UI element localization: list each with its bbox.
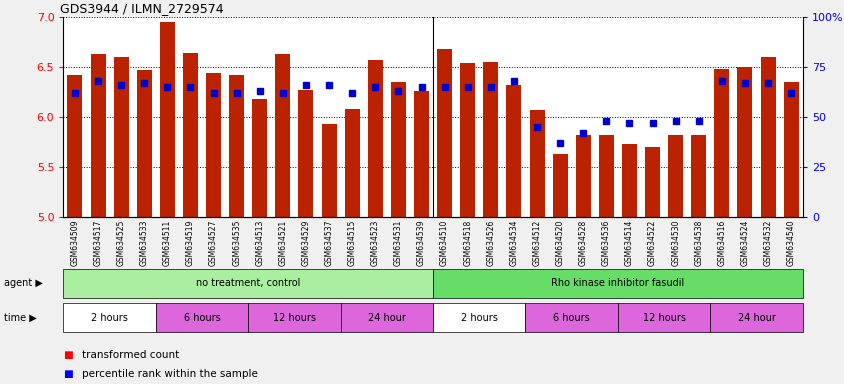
Bar bbox=[483, 62, 498, 217]
Bar bbox=[621, 144, 636, 217]
Text: agent ▶: agent ▶ bbox=[4, 278, 43, 288]
Bar bbox=[90, 54, 106, 217]
Text: ■: ■ bbox=[63, 369, 73, 379]
Bar bbox=[183, 53, 197, 217]
Bar bbox=[68, 75, 83, 217]
Bar bbox=[782, 82, 798, 217]
Bar bbox=[367, 60, 382, 217]
Text: Rho kinase inhibitor fasudil: Rho kinase inhibitor fasudil bbox=[550, 278, 684, 288]
Bar bbox=[436, 49, 452, 217]
Bar bbox=[206, 73, 221, 217]
Text: percentile rank within the sample: percentile rank within the sample bbox=[82, 369, 257, 379]
Text: 6 hours: 6 hours bbox=[183, 313, 220, 323]
Bar bbox=[760, 57, 775, 217]
Bar bbox=[322, 124, 336, 217]
Text: 2 hours: 2 hours bbox=[460, 313, 497, 323]
Text: 24 hour: 24 hour bbox=[737, 313, 775, 323]
Bar bbox=[229, 75, 244, 217]
Bar bbox=[598, 135, 613, 217]
Text: time ▶: time ▶ bbox=[4, 313, 37, 323]
Bar bbox=[575, 135, 590, 217]
Bar bbox=[298, 90, 313, 217]
Bar bbox=[529, 110, 544, 217]
Bar bbox=[113, 57, 128, 217]
Text: GDS3944 / ILMN_2729574: GDS3944 / ILMN_2729574 bbox=[60, 2, 223, 15]
Text: no treatment, control: no treatment, control bbox=[196, 278, 300, 288]
Text: 12 hours: 12 hours bbox=[641, 313, 684, 323]
Text: 24 hour: 24 hour bbox=[367, 313, 405, 323]
Bar bbox=[737, 67, 752, 217]
Bar bbox=[668, 135, 682, 217]
Text: transformed count: transformed count bbox=[82, 350, 179, 360]
Text: 6 hours: 6 hours bbox=[553, 313, 589, 323]
Bar bbox=[137, 70, 152, 217]
Bar bbox=[344, 109, 360, 217]
Text: ■: ■ bbox=[63, 350, 73, 360]
Bar bbox=[391, 82, 405, 217]
Bar bbox=[690, 135, 706, 217]
Bar bbox=[506, 85, 521, 217]
Bar bbox=[252, 99, 267, 217]
Text: 12 hours: 12 hours bbox=[273, 313, 316, 323]
Bar bbox=[460, 63, 474, 217]
Bar bbox=[275, 54, 290, 217]
Bar bbox=[552, 154, 567, 217]
Bar bbox=[644, 147, 659, 217]
Bar bbox=[160, 22, 175, 217]
Text: 2 hours: 2 hours bbox=[91, 313, 128, 323]
Bar bbox=[414, 91, 429, 217]
Bar bbox=[713, 69, 728, 217]
